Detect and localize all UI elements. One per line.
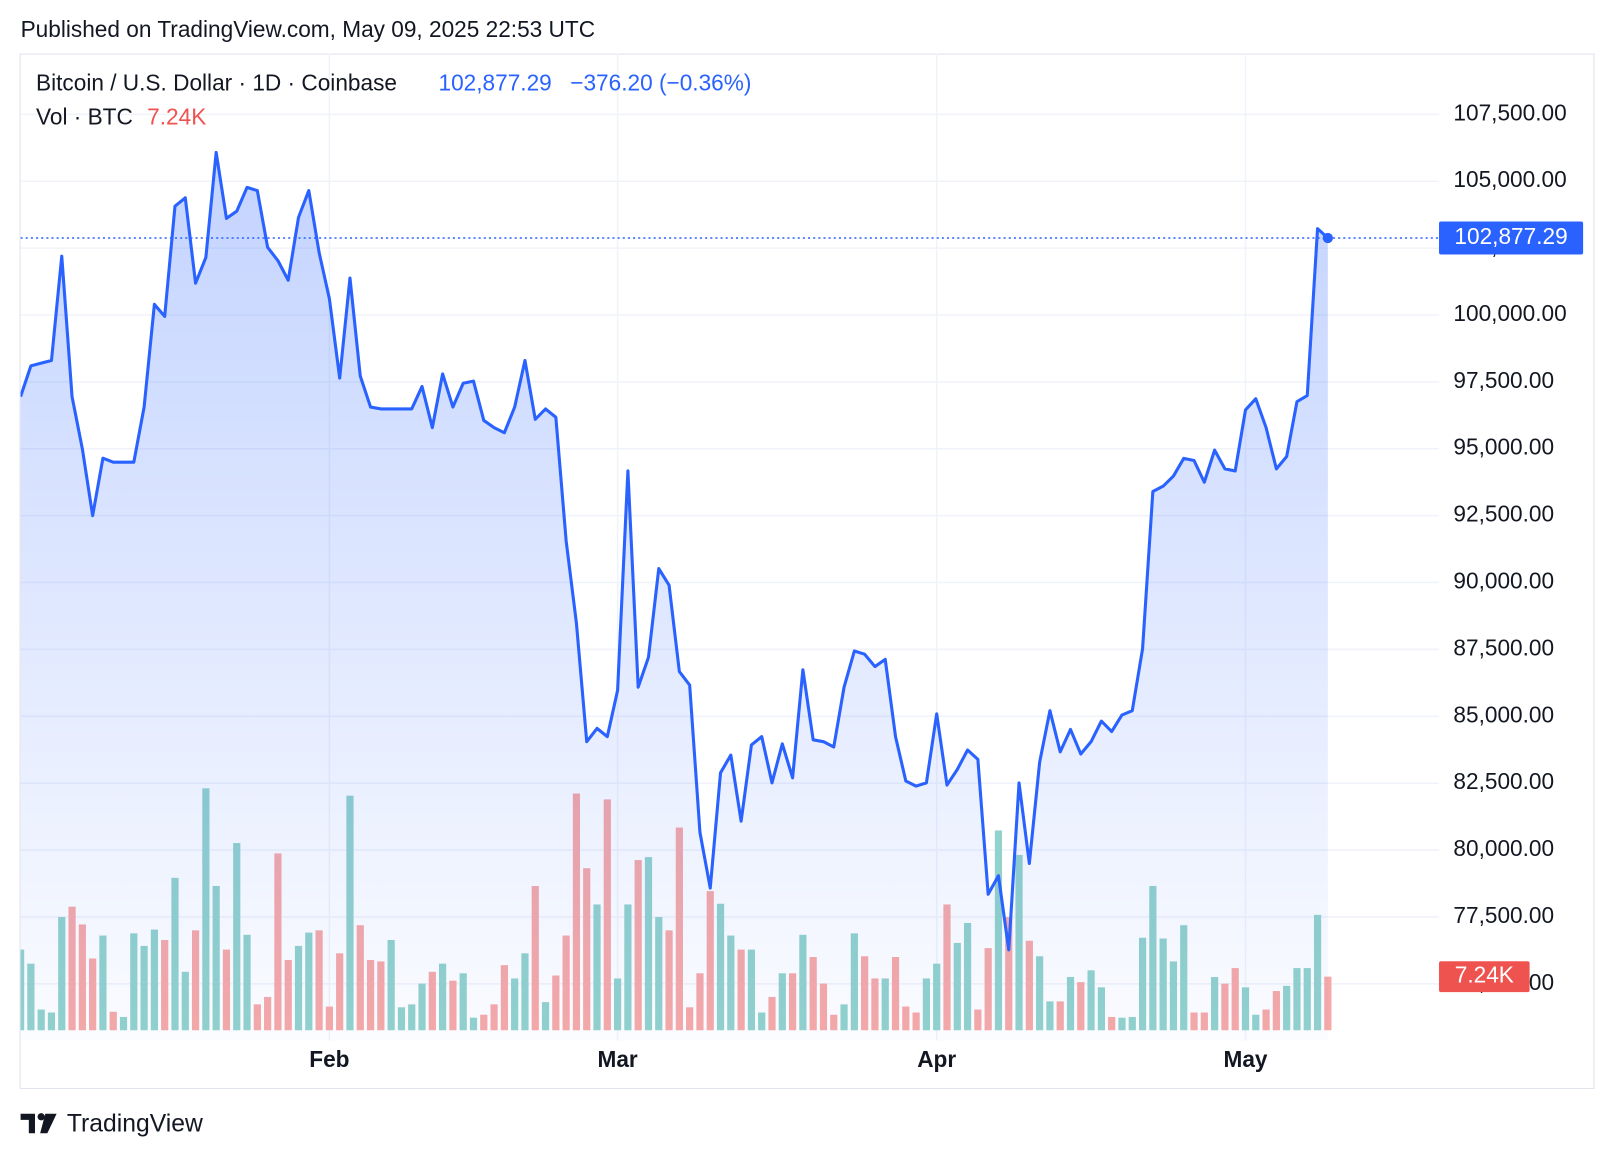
y-tick-label: 97,500.00 [1453,367,1554,393]
published-note: Published on TradingView.com, May 09, 20… [21,16,595,42]
header-change: −376.20 (−0.36%) [570,69,751,95]
brand-name: TradingView [67,1111,203,1138]
x-tick-label: Mar [597,1046,637,1072]
price-line [20,150,1329,952]
price-badge-label: 102,877.29 [1454,223,1567,249]
brand-logo [20,1113,57,1134]
y-tick-label: 90,000.00 [1453,568,1554,594]
y-tick-label: 82,500.00 [1453,768,1554,794]
y-tick-label: 107,500.00 [1453,99,1566,125]
y-tick-label: 85,000.00 [1453,701,1554,727]
price-badge [1439,221,1584,255]
y-tick-label: 95,000.00 [1453,434,1554,460]
last-price-dot [1322,232,1333,244]
y-tick-label: 92,500.00 [1453,501,1554,527]
y-tick-label: 77,500.00 [1453,902,1554,928]
header-price: 102,877.29 [438,69,551,95]
y-tick-label: 100,000.00 [1453,300,1566,326]
symbol-title: Bitcoin / U.S. Dollar · 1D · Coinbase [36,69,397,95]
y-tick-label: 105,000.00 [1453,166,1566,192]
frame [19,53,1595,1089]
y-tick-label: 80,000.00 [1453,835,1554,861]
price-area [20,152,1328,1041]
x-tick-label: Feb [309,1046,349,1072]
volume-badge [1439,961,1530,993]
x-tick-label: Apr [917,1046,956,1072]
volume-title: Vol · BTC [36,103,133,129]
y-tick-label: 87,500.00 [1453,634,1554,660]
volume-badge-label: 7.24K [1455,962,1514,988]
x-tick-label: May [1223,1046,1267,1072]
header-volume: 7.24K [147,103,206,129]
